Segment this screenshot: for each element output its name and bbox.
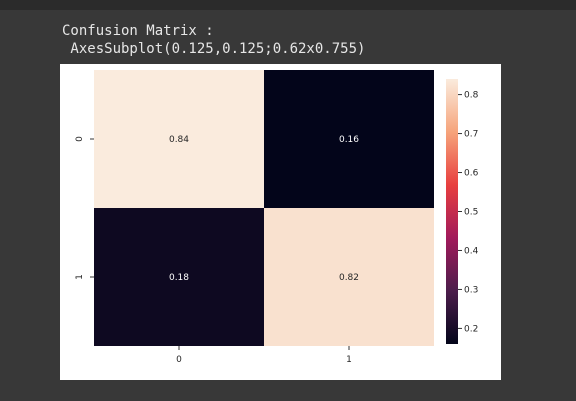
output-line-1: Confusion Matrix : <box>62 23 214 39</box>
cell-output-text: Confusion Matrix : AxesSubplot(0.125,0.1… <box>62 22 365 58</box>
heatmap-cell-0-0 <box>94 70 264 208</box>
cell-value-label-1-1: 0.82 <box>339 273 359 283</box>
window-top-strip <box>0 0 576 10</box>
heatmap-cell-0-1 <box>264 70 434 208</box>
heatmap-cell-1-1 <box>264 208 434 346</box>
cell-value-label-0-1: 0.16 <box>339 135 359 145</box>
colorbar <box>446 79 458 344</box>
colorbar-tick-label-2: 0.4 <box>464 246 479 256</box>
x-tick-label-1: 1 <box>346 355 352 365</box>
colorbar-tick-label-3: 0.5 <box>464 208 478 218</box>
cell-value-label-1-0: 0.18 <box>169 273 189 283</box>
y-axis-ticks: 01 <box>75 136 94 280</box>
colorbar-tick-label-0: 0.2 <box>464 324 478 334</box>
colorbar-tick-label-6: 0.8 <box>464 91 479 101</box>
heatmap-cell-1-0 <box>94 208 264 346</box>
heatmap-cells: 0.84 0.16 0.18 0.82 <box>94 70 434 346</box>
y-tick-label-0: 0 <box>75 136 85 142</box>
colorbar-ticks: 0.2 0.3 0.4 0.5 0.6 0.7 0.8 <box>458 91 479 334</box>
colorbar-tick-label-1: 0.3 <box>464 285 478 295</box>
colorbar-tick-label-4: 0.6 <box>464 169 479 179</box>
output-line-2: AxesSubplot(0.125,0.125;0.62x0.755) <box>62 41 366 57</box>
x-tick-label-0: 0 <box>176 355 182 365</box>
colorbar-tick-label-5: 0.7 <box>464 130 478 140</box>
cell-value-label-0-0: 0.84 <box>169 135 189 145</box>
y-tick-label-1: 1 <box>75 274 85 280</box>
